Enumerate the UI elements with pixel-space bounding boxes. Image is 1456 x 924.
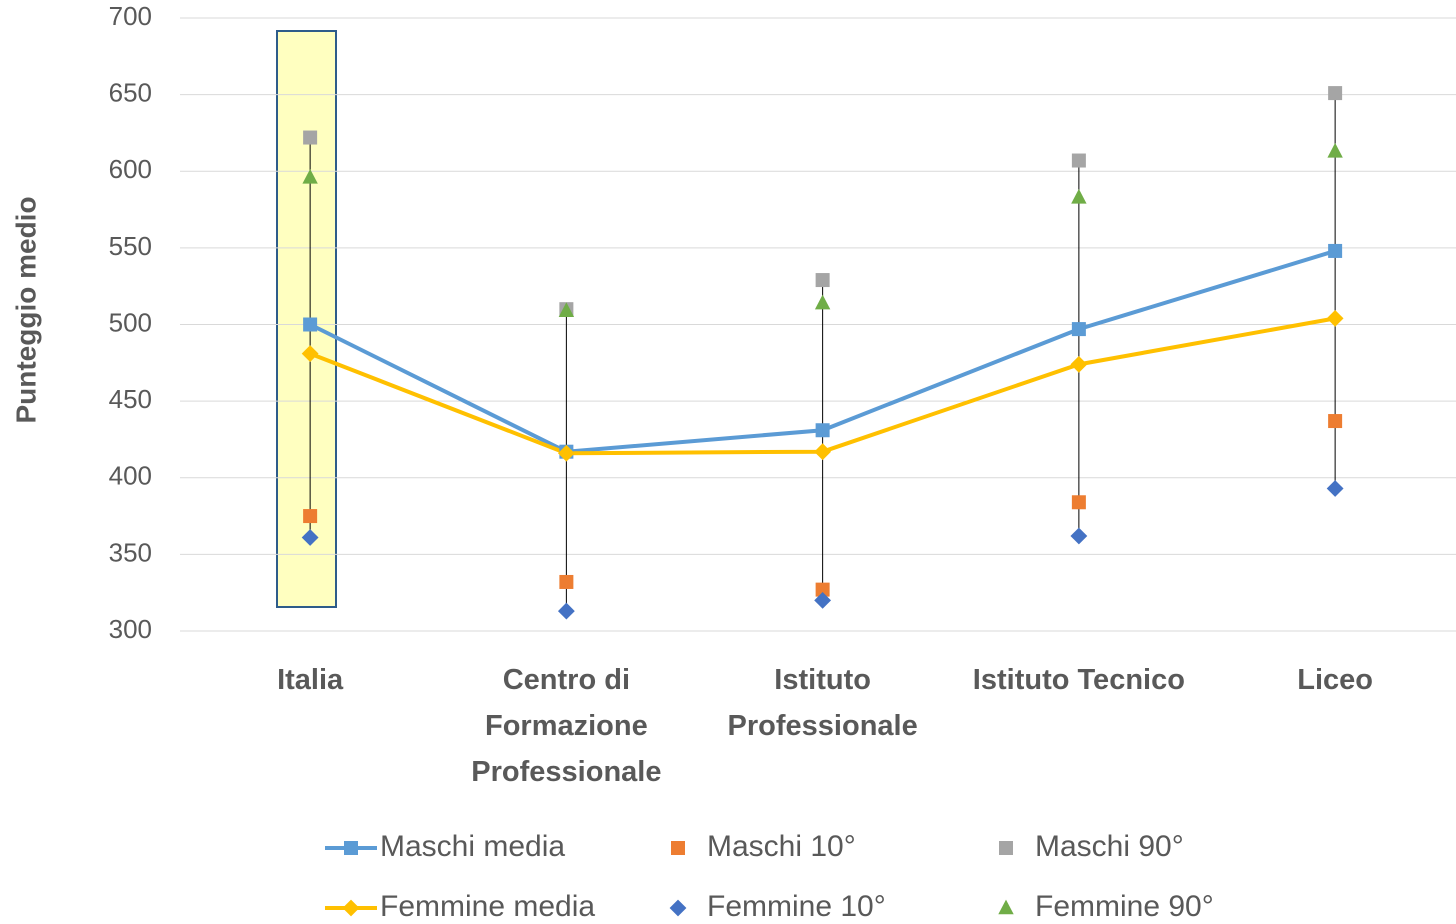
marker	[342, 899, 360, 917]
marker	[303, 130, 318, 145]
x-tick-label: Istituto Tecnico	[972, 664, 1185, 696]
y-tick-label: 700	[109, 1, 152, 31]
legend-label: Maschi media	[380, 830, 565, 863]
y-tick-label: 450	[109, 384, 152, 414]
marker	[1328, 414, 1343, 429]
marker	[1326, 480, 1344, 497]
y-tick-label: 400	[109, 461, 152, 491]
y-tick-label: 500	[109, 307, 152, 337]
marker	[1327, 142, 1343, 158]
x-tick-label: Liceo	[1297, 664, 1373, 696]
y-tick-label: 300	[109, 614, 152, 644]
marker	[1070, 355, 1088, 373]
marker	[814, 294, 831, 310]
legend-label: Femmine 90°	[1035, 890, 1214, 923]
marker	[557, 444, 575, 462]
marker	[559, 574, 574, 589]
marker	[302, 168, 318, 184]
marker	[303, 317, 318, 332]
x-tick-label: Centro di Formazione Professionale	[471, 664, 662, 788]
marker	[1071, 322, 1086, 337]
marker	[999, 841, 1013, 855]
marker	[998, 899, 1014, 915]
marker	[1071, 495, 1086, 510]
marker	[814, 443, 832, 461]
marker	[815, 273, 830, 288]
marker	[1326, 309, 1344, 327]
marker	[557, 602, 575, 620]
legend-label: Maschi 10°	[707, 830, 856, 863]
marker	[1070, 527, 1088, 545]
legend-label: Femmine media	[380, 890, 595, 923]
marker	[815, 582, 830, 597]
marker	[814, 591, 832, 609]
legend-label: Femmine 10°	[707, 890, 886, 923]
marker	[301, 345, 319, 363]
y-axis-title: Punteggio medio	[10, 196, 41, 423]
y-tick-label: 600	[109, 154, 152, 184]
marker	[344, 841, 358, 855]
y-tick-label: 650	[109, 78, 152, 108]
marker	[1071, 188, 1087, 204]
marker	[671, 841, 685, 855]
x-tick-label: Italia	[277, 664, 344, 696]
y-tick-label: 550	[109, 231, 152, 261]
marker	[1328, 243, 1343, 258]
marker	[1328, 86, 1343, 101]
marker	[301, 529, 319, 546]
marker	[669, 899, 687, 917]
legend-label: Maschi 90°	[1035, 830, 1184, 863]
marker	[303, 509, 318, 524]
marker	[1071, 153, 1086, 168]
marker	[558, 302, 575, 318]
marker	[815, 423, 830, 438]
x-tick-label: Istituto Professionale	[727, 664, 918, 742]
y-tick-label: 350	[109, 537, 152, 567]
